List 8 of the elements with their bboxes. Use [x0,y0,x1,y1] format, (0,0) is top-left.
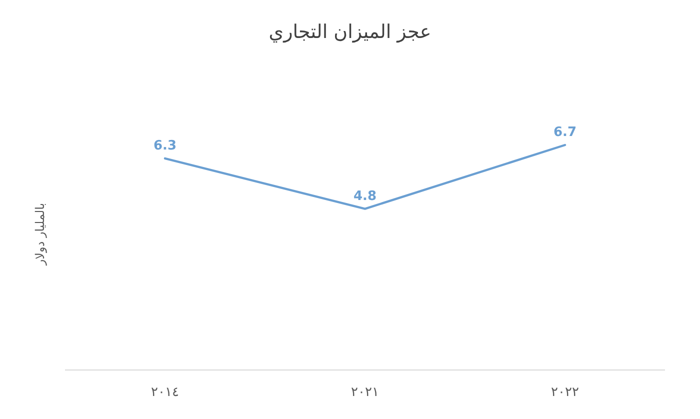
x-tick-label: ٢٠٢١ [351,385,379,400]
data-label: 4.8 [353,188,377,204]
x-tick-label: ٢٠١٤ [151,385,179,400]
data-label: 6.3 [153,138,177,154]
y-axis-title: بالمليار دولار [33,202,47,266]
x-tick-label: ٢٠٢٢ [551,385,579,400]
data-label: 6.7 [553,125,577,140]
chart-title: عجز الميزان التجاري [268,21,432,43]
